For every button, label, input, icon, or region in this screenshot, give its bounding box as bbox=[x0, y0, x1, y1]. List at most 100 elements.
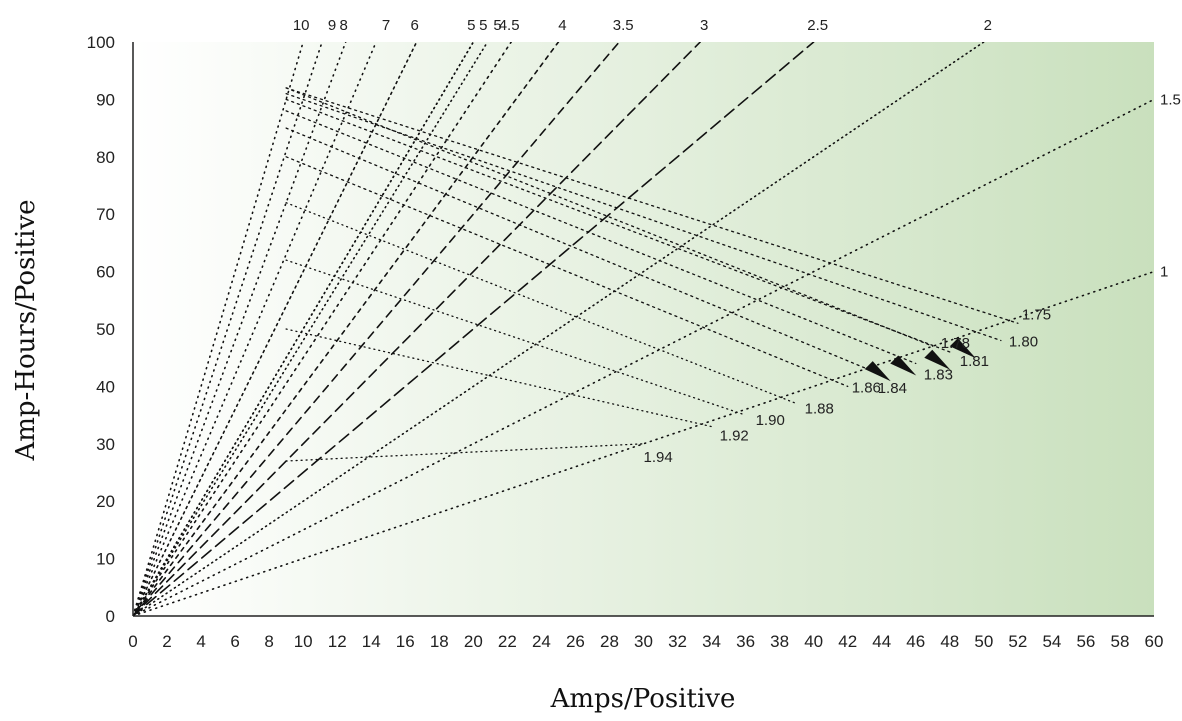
voltage-line-6 bbox=[285, 110, 917, 365]
y-tick-label-2: 20 bbox=[96, 492, 115, 511]
y-tick-label-1: 10 bbox=[96, 550, 115, 569]
rate-label-3: 7 bbox=[382, 17, 390, 34]
rate-label-15: 1 bbox=[1160, 264, 1168, 281]
rate-label-13: 2 bbox=[984, 17, 992, 34]
y-tick-label-5: 50 bbox=[96, 320, 115, 339]
voltage-line-4 bbox=[285, 156, 849, 388]
rate-line-13 bbox=[133, 42, 985, 616]
voltage-label-9: 1.78 bbox=[941, 335, 970, 352]
rate-label-4: 6 bbox=[410, 17, 418, 34]
x-tick-label-13: 26 bbox=[566, 632, 585, 651]
voltage-lines bbox=[285, 87, 1019, 462]
rate-labels: 10 9 8 7 6 55 54.5 4 3.5 3 2.5 21.51 bbox=[293, 17, 1181, 281]
voltage-label-8: 1.80 bbox=[1009, 333, 1038, 350]
x-tick-label-26: 52 bbox=[1008, 632, 1027, 651]
y-tick-label-0: 0 bbox=[106, 607, 115, 626]
y-tick-label-3: 30 bbox=[96, 435, 115, 454]
x-tick-labels: 0 2 4 6 8 10 12 14 16 18 20 22 24 26 28 30 32 34 36 38 40 42 4… bbox=[128, 632, 1163, 651]
x-tick-label-16: 32 bbox=[668, 632, 687, 651]
voltage-line-3 bbox=[285, 202, 798, 405]
rate-label-12: 2.5 bbox=[807, 17, 828, 34]
x-tick-label-17: 34 bbox=[702, 632, 721, 651]
x-tick-label-23: 46 bbox=[906, 632, 925, 651]
y-tick-label-6: 60 bbox=[96, 263, 115, 282]
convergence-mark-2 bbox=[924, 349, 951, 370]
x-tick-label-0: 0 bbox=[128, 632, 137, 651]
voltage-label-3: 1.88 bbox=[805, 401, 834, 418]
x-tick-label-10: 20 bbox=[464, 632, 483, 651]
voltage-label-1: 1.92 bbox=[720, 428, 749, 445]
voltage-label-7: 1.81 bbox=[960, 353, 989, 370]
voltage-line-5 bbox=[285, 127, 883, 376]
voltage-line-7 bbox=[285, 98, 951, 353]
rate-label-0: 10 bbox=[293, 17, 310, 34]
x-tick-label-22: 44 bbox=[872, 632, 891, 651]
rate-line-8 bbox=[133, 42, 512, 616]
rate-label-6: 5 bbox=[467, 17, 475, 34]
voltage-label-10: 1.75 bbox=[1022, 306, 1051, 323]
x-tick-label-5: 10 bbox=[294, 632, 313, 651]
voltage-line-2 bbox=[285, 259, 747, 416]
rate-label-5: 5 bbox=[479, 17, 487, 34]
x-tick-label-21: 42 bbox=[838, 632, 857, 651]
voltage-label-4: 1.86 bbox=[852, 379, 881, 396]
x-tick-label-28: 56 bbox=[1076, 632, 1095, 651]
rate-line-15 bbox=[133, 270, 1154, 616]
x-tick-label-24: 48 bbox=[940, 632, 959, 651]
rate-line-12 bbox=[133, 42, 815, 616]
y-tick-label-4: 40 bbox=[96, 377, 115, 396]
convergence-mark-3 bbox=[949, 338, 976, 359]
rate-label-9: 4 bbox=[558, 17, 566, 34]
x-tick-label-27: 54 bbox=[1042, 632, 1061, 651]
convergence-mark-0 bbox=[864, 361, 891, 382]
voltage-label-6: 1.83 bbox=[924, 366, 953, 383]
x-tick-label-12: 24 bbox=[532, 632, 551, 651]
rate-line-14 bbox=[133, 98, 1154, 616]
x-tick-label-1: 2 bbox=[162, 632, 171, 651]
y-tick-label-9: 90 bbox=[96, 90, 115, 109]
x-axis-title: Amps/Positive bbox=[550, 684, 736, 714]
voltage-line-8 bbox=[285, 93, 1002, 342]
x-tick-label-6: 12 bbox=[328, 632, 347, 651]
voltage-labels: 1.94 1.92 1.90 1.88 1.861.84 1.83 1.81 1.80 1.78… bbox=[644, 306, 1052, 466]
x-tick-label-30: 60 bbox=[1145, 632, 1164, 651]
x-tick-label-14: 28 bbox=[600, 632, 619, 651]
rate-label-8: 4.5 bbox=[499, 17, 520, 34]
x-tick-label-8: 16 bbox=[396, 632, 415, 651]
rate-line-1 bbox=[133, 42, 323, 616]
y-tick-label-10: 100 bbox=[87, 33, 115, 52]
x-tick-label-29: 58 bbox=[1111, 632, 1130, 651]
voltage-label-2: 1.90 bbox=[756, 412, 785, 429]
rate-label-7: 5 bbox=[493, 17, 501, 34]
rate-line-4 bbox=[133, 42, 418, 616]
rate-line-6 bbox=[133, 42, 475, 616]
x-tick-label-20: 40 bbox=[804, 632, 823, 651]
rate-line-11 bbox=[133, 42, 702, 616]
rate-label-1: 9 bbox=[328, 17, 336, 34]
plot-area bbox=[133, 42, 1154, 616]
x-tick-label-25: 50 bbox=[974, 632, 993, 651]
x-tick-label-18: 36 bbox=[736, 632, 755, 651]
x-tick-label-19: 38 bbox=[770, 632, 789, 651]
rate-label-2: 8 bbox=[340, 17, 348, 34]
y-tick-label-8: 80 bbox=[96, 148, 115, 167]
x-tick-label-11: 22 bbox=[498, 632, 517, 651]
rate-label-14: 1.5 bbox=[1160, 91, 1181, 108]
y-axis-title: Amp-Hours/Positive bbox=[11, 199, 41, 461]
x-tick-label-2: 4 bbox=[196, 632, 205, 651]
rate-line-3 bbox=[133, 42, 377, 616]
rate-line-0 bbox=[133, 42, 304, 616]
rate-lines bbox=[133, 42, 1154, 616]
x-tick-label-7: 14 bbox=[362, 632, 381, 651]
rate-label-11: 3 bbox=[700, 17, 708, 34]
rate-label-10: 3.5 bbox=[613, 17, 634, 34]
voltage-label-5: 1.84 bbox=[878, 380, 907, 397]
x-tick-label-3: 6 bbox=[230, 632, 239, 651]
convergence-mark-1 bbox=[890, 355, 917, 376]
x-tick-label-15: 30 bbox=[634, 632, 653, 651]
x-tick-label-9: 18 bbox=[430, 632, 449, 651]
voltage-label-0: 1.94 bbox=[644, 449, 673, 466]
voltage-line-10 bbox=[285, 87, 1019, 324]
y-tick-labels: 0 10 20 30 40 50 60 70 80 90 100 bbox=[87, 33, 115, 626]
